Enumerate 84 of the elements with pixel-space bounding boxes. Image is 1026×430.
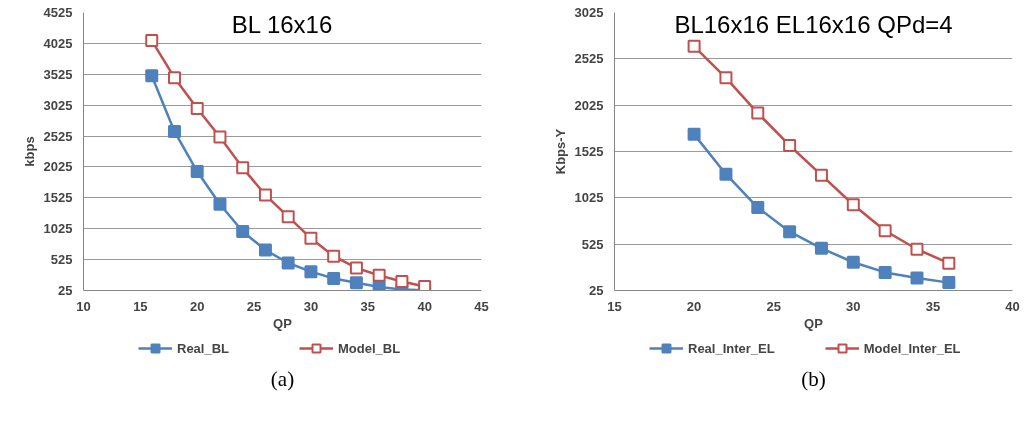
point xyxy=(687,39,701,53)
point xyxy=(327,271,341,285)
point xyxy=(814,241,828,255)
point xyxy=(846,198,860,212)
x-tick-label: 40 xyxy=(417,298,432,314)
point xyxy=(846,255,860,269)
point xyxy=(258,188,272,202)
y-tick-label: 25 xyxy=(58,283,73,298)
legend-label: Real_Inter_EL xyxy=(688,340,775,356)
y-axis-title: kbps xyxy=(21,136,37,167)
chart-title: BL16x16 EL16x16 QPd=4 xyxy=(674,10,953,38)
y-tick-label: 25 xyxy=(589,283,604,298)
y-tick-label: 525 xyxy=(50,252,73,268)
point xyxy=(304,231,318,245)
point xyxy=(783,225,797,239)
point xyxy=(213,197,227,211)
point xyxy=(236,161,250,175)
x-tick-label: 20 xyxy=(189,298,205,314)
x-tick-label: 10 xyxy=(76,298,91,314)
text: (b) xyxy=(801,366,826,391)
y-tick-label: 3025 xyxy=(43,97,73,113)
legend-label: Model_BL xyxy=(338,340,401,356)
y-tick-label: 1525 xyxy=(43,190,73,206)
point xyxy=(418,279,432,291)
point xyxy=(304,265,318,279)
point xyxy=(372,268,386,282)
x-tick-label: 25 xyxy=(766,298,781,314)
point xyxy=(349,261,363,275)
x-tick-label: 25 xyxy=(246,298,262,314)
chart-title: BL 16x16 xyxy=(231,10,333,38)
y-tick-label: 3025 xyxy=(574,5,604,20)
point xyxy=(258,243,272,257)
point xyxy=(281,256,295,270)
x-tick-label: 35 xyxy=(360,298,376,314)
legend-label: Model_Inter_EL xyxy=(863,340,961,356)
point xyxy=(167,71,181,85)
x-tick-label: 35 xyxy=(925,298,941,314)
x-tick-label: 40 xyxy=(1005,298,1020,314)
point xyxy=(349,276,363,290)
point xyxy=(942,276,956,290)
point xyxy=(814,168,828,182)
y-tick-label: 4525 xyxy=(43,5,73,20)
y-tick-label: 4025 xyxy=(43,35,73,51)
point xyxy=(719,167,733,181)
x-axis-title: QP xyxy=(273,315,293,331)
point xyxy=(910,271,924,285)
point xyxy=(751,106,765,120)
y-tick-label: 3525 xyxy=(43,66,73,82)
y-tick-label: 1025 xyxy=(43,221,73,237)
point xyxy=(687,127,701,141)
point xyxy=(190,102,204,116)
point xyxy=(719,71,733,85)
point xyxy=(281,210,295,224)
point xyxy=(751,201,765,215)
x-tick-label: 15 xyxy=(133,298,148,314)
point xyxy=(783,138,797,152)
y-tick-label: 2025 xyxy=(574,97,604,113)
y-tick-label: 1525 xyxy=(574,144,604,159)
point xyxy=(942,256,956,270)
x-tick-label: 15 xyxy=(607,298,622,314)
y-tick-label: 2525 xyxy=(574,51,604,67)
point xyxy=(145,34,159,48)
point xyxy=(236,225,250,238)
y-tick-label: 2025 xyxy=(43,159,73,175)
x-tick-label: 45 xyxy=(474,298,489,314)
y-tick-label: 2525 xyxy=(43,128,73,144)
point xyxy=(395,275,409,289)
x-tick-label: 30 xyxy=(303,298,319,314)
legend-label: Real_BL xyxy=(177,340,230,356)
y-axis-title: Kbps-Y xyxy=(552,128,568,175)
point xyxy=(878,265,892,279)
point xyxy=(910,242,924,256)
point xyxy=(145,69,159,83)
point xyxy=(167,124,181,138)
y-tick-label: 525 xyxy=(581,236,604,252)
point xyxy=(878,224,892,238)
text: (a) xyxy=(270,366,295,391)
point xyxy=(327,249,341,263)
x-tick-label: 20 xyxy=(686,298,702,314)
point xyxy=(190,165,204,179)
x-tick-label: 30 xyxy=(846,298,861,314)
point xyxy=(213,130,227,144)
y-tick-label: 1025 xyxy=(574,190,604,206)
x-axis-title: QP xyxy=(804,315,824,331)
